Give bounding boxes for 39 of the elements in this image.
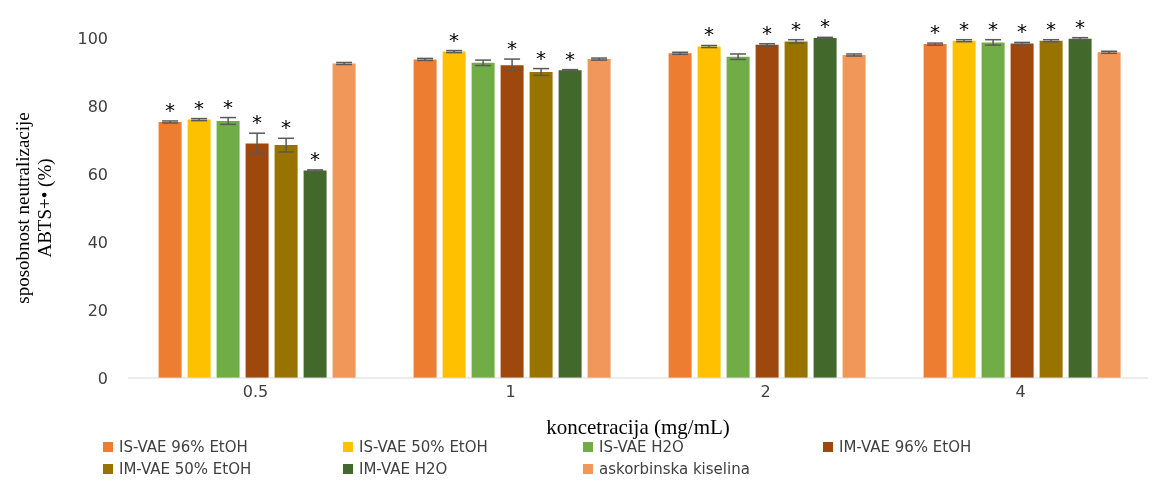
data-label: * bbox=[791, 16, 802, 41]
data-label: * bbox=[930, 20, 941, 45]
y-tick-label: 0 bbox=[97, 368, 108, 388]
data-label: * bbox=[165, 97, 176, 122]
y-axis-title: sposobnost neutralizacije ABTS+• (%) bbox=[12, 112, 56, 304]
data-label: * bbox=[762, 20, 773, 45]
y-tick-label: 40 bbox=[87, 232, 108, 252]
data-label: * bbox=[820, 14, 831, 39]
x-tick-label: 1 bbox=[505, 382, 516, 402]
data-label: * bbox=[223, 94, 234, 119]
data-label: * bbox=[565, 46, 576, 71]
legend-label: IM-VAE H2O bbox=[359, 460, 448, 478]
legend-label: IM-VAE 50% EtOH bbox=[119, 460, 252, 478]
data-label: * bbox=[194, 95, 205, 120]
data-label: * bbox=[1017, 19, 1028, 44]
y-tick-label: 80 bbox=[87, 96, 108, 116]
data-label: * bbox=[449, 27, 460, 52]
x-tick-label: 4 bbox=[1015, 382, 1026, 402]
data-label: * bbox=[310, 146, 321, 171]
data-label: * bbox=[507, 36, 518, 61]
legend-label: IS-VAE H2O bbox=[599, 438, 684, 456]
legend-label: IM-VAE 96% EtOH bbox=[839, 438, 972, 456]
data-label: * bbox=[281, 115, 292, 140]
x-axis-title: koncetracija (mg/mL) bbox=[546, 415, 730, 439]
data-label: * bbox=[536, 45, 547, 70]
legend-label: IS-VAE 96% EtOH bbox=[119, 438, 248, 456]
data-label: * bbox=[252, 110, 263, 135]
x-tick-label: 0.5 bbox=[242, 382, 269, 402]
x-tick-label: 2 bbox=[760, 382, 771, 402]
y-tick-label: 20 bbox=[87, 300, 108, 320]
y-tick-label: 60 bbox=[87, 164, 108, 184]
legend-label: askorbinska kiselina bbox=[599, 460, 750, 478]
data-label: * bbox=[1046, 16, 1057, 41]
data-label: * bbox=[704, 22, 715, 47]
legend-label: IS-VAE 50% EtOH bbox=[359, 438, 488, 456]
y-tick-label: 100 bbox=[77, 28, 108, 48]
data-label: * bbox=[1075, 14, 1086, 39]
data-label: * bbox=[988, 16, 999, 41]
data-label: * bbox=[959, 16, 970, 41]
